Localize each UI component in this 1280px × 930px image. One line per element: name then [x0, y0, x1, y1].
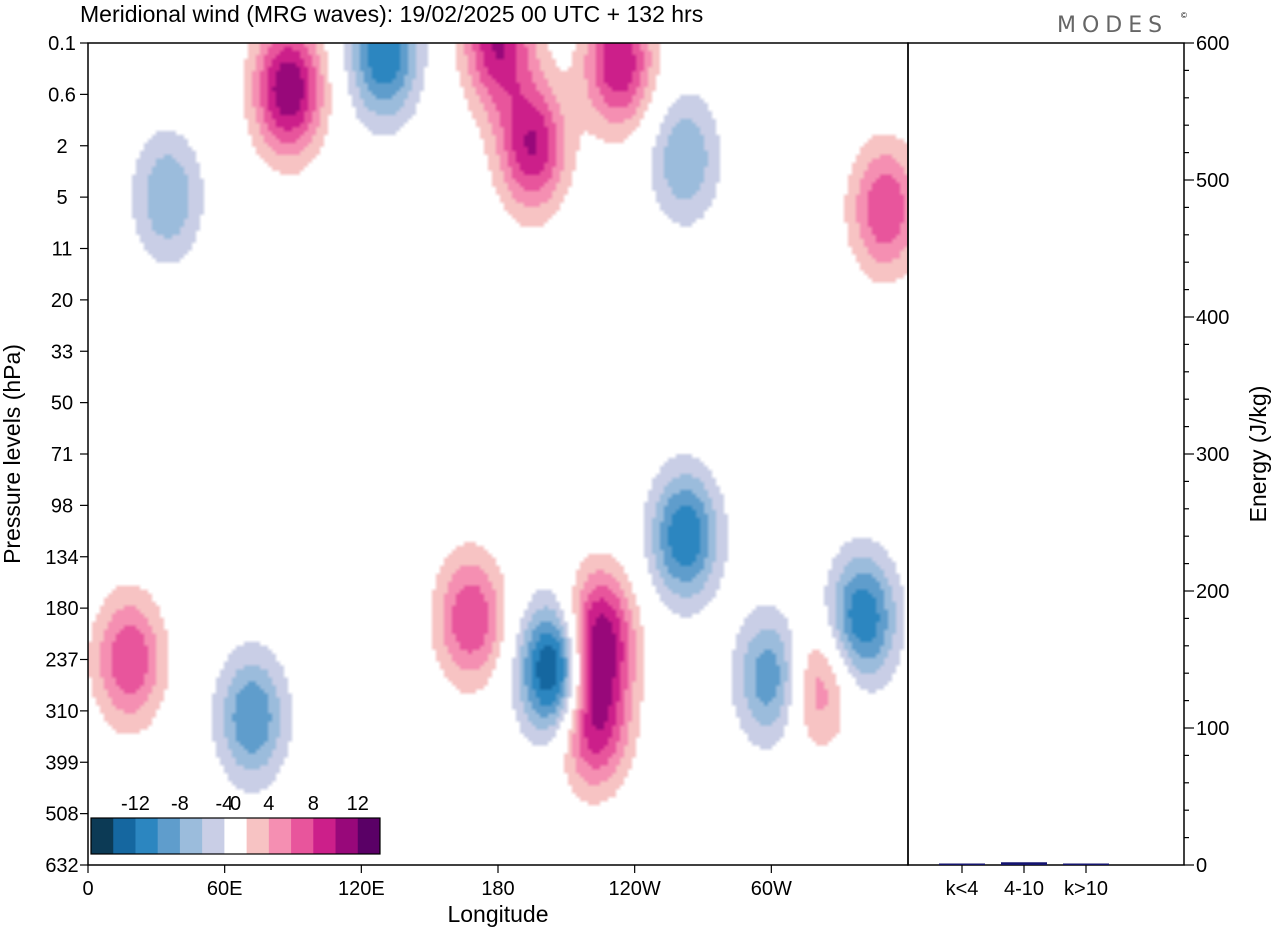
- pressure-tick-label: 632: [45, 855, 78, 877]
- longitude-tick-label: 60E: [207, 878, 243, 900]
- wavenumber-tick-label: k>10: [1064, 878, 1108, 900]
- pressure-tick-label: 11: [52, 239, 73, 261]
- energy-tick-label: 100: [1196, 718, 1229, 740]
- pressure-tick-label: 2: [56, 136, 67, 158]
- colorbar-swatch: [202, 818, 225, 854]
- longitude-tick-label: 0: [82, 878, 93, 900]
- longitude-tick-label: 180: [481, 878, 514, 900]
- wavenumber-tick-label: 4-10: [1004, 878, 1044, 900]
- x-axis-label: Longitude: [447, 901, 548, 927]
- pressure-tick-label: 508: [45, 804, 78, 826]
- colorbar-swatch: [313, 818, 337, 854]
- colorbar-label: 4: [263, 793, 274, 815]
- pressure-tick-label: 0.1: [48, 33, 76, 55]
- colorbar-swatch: [335, 818, 359, 854]
- pressure-tick-label: 180: [45, 598, 78, 620]
- pressure-tick-label: 0.6: [48, 84, 76, 106]
- colorbar-label: -4: [215, 793, 233, 815]
- colorbar-swatch: [179, 818, 203, 854]
- pressure-tick-label: 71: [51, 444, 73, 466]
- energy-tick-label: 400: [1196, 307, 1229, 329]
- colorbar-swatch: [224, 818, 248, 854]
- longitude-axis: 0 60E 120E 180 120W 60W: [82, 865, 792, 900]
- energy-bar: [1001, 862, 1047, 865]
- pressure-tick-label: 33: [51, 341, 73, 363]
- brand-wordmark: MODES: [1057, 13, 1168, 38]
- longitude-tick-label: 60W: [751, 878, 792, 900]
- pressure-tick-label: 5: [56, 187, 67, 209]
- pressure-axis: 0.1 0.6 2 5 11 20 33 50 71 98 134 180 237 310 399 508 63…: [45, 33, 88, 877]
- colorbar: -12 -8 -40 4 8 12: [90, 793, 381, 855]
- colorbar-swatch: [268, 818, 292, 854]
- y-axis-label: Pressure levels (hPa): [0, 344, 25, 564]
- colorbar-swatch: [291, 818, 314, 854]
- colorbar-frame: [90, 817, 381, 855]
- energy-bar: [1063, 863, 1109, 865]
- pressure-tick-label: 50: [51, 393, 73, 415]
- colorbar-label: 12: [347, 793, 369, 815]
- pressure-tick-label: 134: [45, 547, 78, 569]
- colorbar-swatch: [135, 818, 159, 854]
- brand-logo: MODES ©: [1057, 11, 1187, 38]
- energy-axis: 0 100 200 300 400 500 600: [1184, 33, 1229, 877]
- colorbar-label: -8: [171, 793, 189, 815]
- energy-tick-label: 600: [1196, 33, 1229, 55]
- energy-tick-label: 0: [1196, 855, 1207, 877]
- energy-tick-label: 200: [1196, 581, 1229, 603]
- colorbar-swatch: [357, 818, 381, 854]
- pressure-tick-label: 399: [45, 752, 78, 774]
- pressure-tick-label: 310: [45, 701, 78, 723]
- colorbar-label: -12: [121, 793, 150, 815]
- pressure-tick-label: 20: [51, 290, 73, 312]
- energy-tick-label: 500: [1196, 170, 1229, 192]
- pressure-tick-label: 98: [51, 495, 73, 517]
- colorbar-swatch: [246, 818, 270, 854]
- wavenumber-tick-label: k<4: [946, 878, 979, 900]
- contour-fill: [88, 43, 908, 865]
- wavenumber-axis: k<4 4-10 k>10: [946, 865, 1108, 900]
- colorbar-swatch: [91, 818, 114, 854]
- heatmap-plot: 0.1 0.6 2 5 11 20 33 50 71 98 134 180 237 310 399 508 63…: [0, 33, 909, 927]
- energy-bar-panel: 0 100 200 300 400 500 600 k<4 4-10 k>10 Energy (…: [907, 33, 1271, 900]
- energy-bars: [939, 862, 1109, 865]
- brand-mark: ©: [1181, 11, 1187, 20]
- energy-tick-label: 300: [1196, 444, 1229, 466]
- chart-title: Meridional wind (MRG waves): 19/02/2025 …: [80, 1, 703, 27]
- colorbar-label: 8: [308, 793, 319, 815]
- longitude-tick-label: 120W: [609, 878, 661, 900]
- longitude-tick-label: 120E: [338, 878, 385, 900]
- colorbar-swatch: [157, 818, 181, 854]
- energy-bar: [939, 863, 985, 865]
- pressure-tick-label: 237: [45, 650, 78, 672]
- contour-image: [88, 43, 908, 865]
- colorbar-swatch: [113, 818, 136, 854]
- energy-axis-label: Energy (J/kg): [1245, 386, 1271, 523]
- colorbar-label: 0: [230, 793, 241, 815]
- energy-panel-frame: [907, 42, 1185, 866]
